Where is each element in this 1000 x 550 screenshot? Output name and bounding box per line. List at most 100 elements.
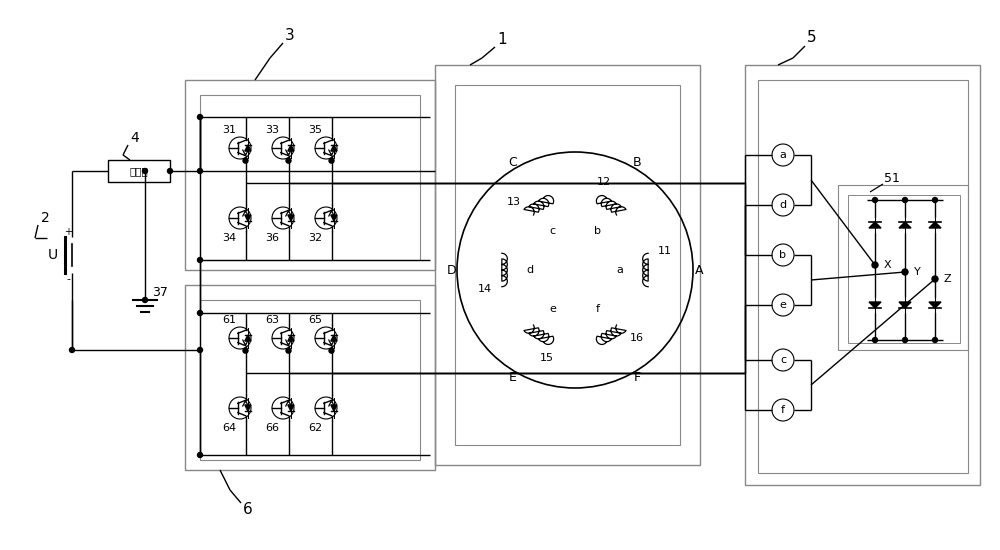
Circle shape bbox=[902, 269, 908, 275]
Text: 12: 12 bbox=[596, 178, 611, 188]
Polygon shape bbox=[288, 405, 294, 411]
Polygon shape bbox=[288, 215, 294, 221]
Text: a: a bbox=[780, 150, 786, 160]
Circle shape bbox=[168, 168, 173, 173]
Circle shape bbox=[198, 311, 202, 316]
Text: e: e bbox=[780, 300, 786, 310]
Text: F: F bbox=[633, 371, 641, 384]
Text: 33: 33 bbox=[265, 125, 279, 135]
Text: 35: 35 bbox=[308, 125, 322, 135]
Text: 1: 1 bbox=[497, 32, 507, 47]
Text: f: f bbox=[595, 304, 599, 314]
Bar bbox=[455, 85, 680, 445]
Circle shape bbox=[198, 257, 202, 262]
Text: 51: 51 bbox=[884, 172, 900, 184]
Text: E: E bbox=[509, 371, 517, 384]
Polygon shape bbox=[929, 222, 941, 228]
Text: 32: 32 bbox=[308, 233, 322, 243]
Text: 15: 15 bbox=[540, 353, 554, 362]
Bar bbox=[200, 300, 420, 460]
Polygon shape bbox=[929, 302, 941, 308]
Circle shape bbox=[286, 158, 291, 163]
Text: B: B bbox=[633, 156, 641, 169]
Bar bbox=[838, 185, 968, 350]
Circle shape bbox=[243, 348, 248, 353]
Text: Y: Y bbox=[914, 267, 921, 277]
Text: a: a bbox=[616, 265, 623, 275]
Text: 62: 62 bbox=[308, 423, 322, 433]
Circle shape bbox=[143, 168, 148, 173]
Circle shape bbox=[872, 338, 878, 343]
Text: 64: 64 bbox=[222, 423, 236, 433]
Bar bbox=[200, 95, 420, 260]
Circle shape bbox=[143, 298, 148, 302]
Polygon shape bbox=[288, 335, 294, 341]
Text: b: b bbox=[780, 250, 786, 260]
Polygon shape bbox=[899, 222, 911, 228]
Text: Z: Z bbox=[944, 274, 952, 284]
Text: 3: 3 bbox=[285, 28, 295, 42]
Circle shape bbox=[70, 348, 74, 353]
Circle shape bbox=[198, 168, 202, 173]
Text: C: C bbox=[509, 156, 517, 169]
Circle shape bbox=[902, 197, 908, 202]
Text: 5: 5 bbox=[807, 30, 817, 46]
Text: A: A bbox=[695, 263, 703, 277]
Text: X: X bbox=[884, 260, 892, 270]
Polygon shape bbox=[245, 145, 251, 151]
Bar bbox=[758, 80, 968, 473]
Text: b: b bbox=[594, 226, 601, 236]
Text: e: e bbox=[549, 304, 556, 314]
Polygon shape bbox=[331, 145, 337, 151]
Text: 36: 36 bbox=[265, 233, 279, 243]
Text: 预充电: 预充电 bbox=[130, 166, 148, 176]
Text: 16: 16 bbox=[630, 333, 644, 343]
Text: 34: 34 bbox=[222, 233, 236, 243]
Bar bbox=[185, 285, 435, 470]
Polygon shape bbox=[245, 335, 251, 341]
Text: c: c bbox=[550, 226, 556, 236]
Text: 37: 37 bbox=[152, 285, 168, 299]
Circle shape bbox=[932, 197, 938, 202]
Text: f: f bbox=[781, 405, 785, 415]
Text: 11: 11 bbox=[658, 246, 672, 256]
Circle shape bbox=[329, 158, 334, 163]
Text: -: - bbox=[66, 274, 70, 284]
Polygon shape bbox=[245, 405, 251, 411]
Polygon shape bbox=[288, 145, 294, 151]
Text: d: d bbox=[527, 265, 534, 275]
Bar bbox=[745, 65, 980, 485]
Text: d: d bbox=[779, 200, 787, 210]
Circle shape bbox=[902, 338, 908, 343]
Circle shape bbox=[872, 197, 878, 202]
Text: 65: 65 bbox=[308, 315, 322, 325]
Circle shape bbox=[932, 276, 938, 282]
Circle shape bbox=[198, 114, 202, 119]
Text: 66: 66 bbox=[265, 423, 279, 433]
Text: 6: 6 bbox=[243, 503, 253, 518]
Circle shape bbox=[932, 338, 938, 343]
Bar bbox=[108, 160, 170, 182]
Circle shape bbox=[198, 453, 202, 458]
Polygon shape bbox=[899, 302, 911, 308]
Text: +: + bbox=[64, 227, 72, 237]
Circle shape bbox=[198, 348, 202, 353]
Bar bbox=[435, 65, 700, 465]
Text: 2: 2 bbox=[41, 211, 49, 225]
Text: 61: 61 bbox=[222, 315, 236, 325]
Polygon shape bbox=[869, 302, 881, 308]
Circle shape bbox=[286, 348, 291, 353]
Bar bbox=[848, 195, 960, 343]
Polygon shape bbox=[331, 405, 337, 411]
Text: c: c bbox=[780, 355, 786, 365]
Text: U: U bbox=[48, 248, 58, 262]
Text: 31: 31 bbox=[222, 125, 236, 135]
Circle shape bbox=[329, 348, 334, 353]
Circle shape bbox=[872, 262, 878, 268]
Polygon shape bbox=[245, 215, 251, 221]
Bar bbox=[185, 80, 435, 270]
Circle shape bbox=[243, 158, 248, 163]
Polygon shape bbox=[331, 215, 337, 221]
Text: 14: 14 bbox=[478, 284, 492, 294]
Text: 63: 63 bbox=[265, 315, 279, 325]
